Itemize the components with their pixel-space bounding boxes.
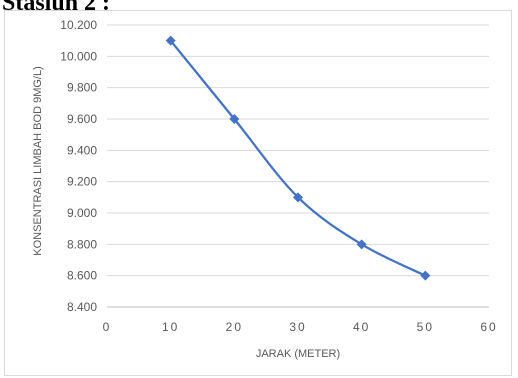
- x-tick-label: 60: [480, 320, 497, 334]
- chart-area: [4, 10, 512, 376]
- data-point-marker: [229, 114, 240, 124]
- y-tick-label: 9.200: [67, 175, 97, 189]
- data-point-marker: [293, 192, 303, 203]
- y-tick-label: 10.200: [60, 18, 97, 32]
- y-axis-title: KONSENTRASI LIMBAH BOD 9MG/L): [32, 66, 44, 255]
- y-tick-label: 10.000: [60, 49, 97, 63]
- x-tick-labels: 0 10 20 30 40 50 60: [103, 320, 497, 334]
- y-tick-label: 9.800: [67, 81, 97, 95]
- x-tick-label: 50: [417, 320, 434, 334]
- y-tick-label: 8.800: [67, 237, 97, 251]
- x-tick-label: 20: [226, 320, 243, 334]
- x-axis-title: JARAK (METER): [256, 348, 340, 360]
- data-point-marker: [420, 270, 431, 281]
- data-point-marker: [356, 239, 367, 250]
- x-tick-label: 40: [353, 320, 370, 334]
- series: [165, 35, 431, 281]
- y-tick-label: 9.400: [67, 143, 97, 157]
- y-tick-labels: 8.400 8.600 8.800 9.000 9.200 9.400 9.600 9.800…: [60, 18, 97, 314]
- data-point-marker: [165, 35, 176, 46]
- series-line: [169, 39, 426, 277]
- y-tick-label: 8.600: [67, 269, 97, 283]
- y-tick-label: 8.400: [67, 300, 97, 314]
- x-tick-label: 30: [289, 320, 306, 334]
- y-tick-label: 9.600: [67, 112, 97, 126]
- y-tick-label: 9.000: [67, 206, 97, 220]
- x-tick-label: 0: [103, 320, 112, 334]
- x-tick-label: 10: [162, 320, 179, 334]
- gridlines: [107, 24, 489, 277]
